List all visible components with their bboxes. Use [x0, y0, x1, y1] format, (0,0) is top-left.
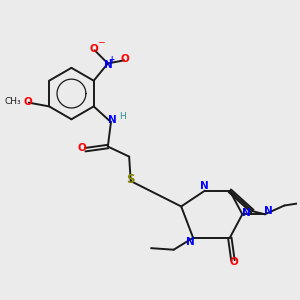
Text: O: O — [89, 44, 98, 54]
Text: O: O — [78, 143, 86, 153]
Text: N: N — [264, 206, 273, 216]
Text: −: − — [97, 37, 105, 46]
Text: N: N — [104, 60, 113, 70]
Text: CH₃: CH₃ — [4, 97, 21, 106]
Text: +: + — [109, 55, 115, 64]
Text: O: O — [120, 54, 129, 64]
Text: H: H — [119, 112, 126, 121]
Text: N: N — [200, 182, 209, 191]
Text: N: N — [186, 237, 195, 247]
Text: N: N — [242, 208, 251, 218]
Text: O: O — [229, 257, 238, 267]
Text: N: N — [109, 115, 117, 125]
Text: S: S — [127, 173, 135, 186]
Text: O: O — [24, 97, 32, 107]
